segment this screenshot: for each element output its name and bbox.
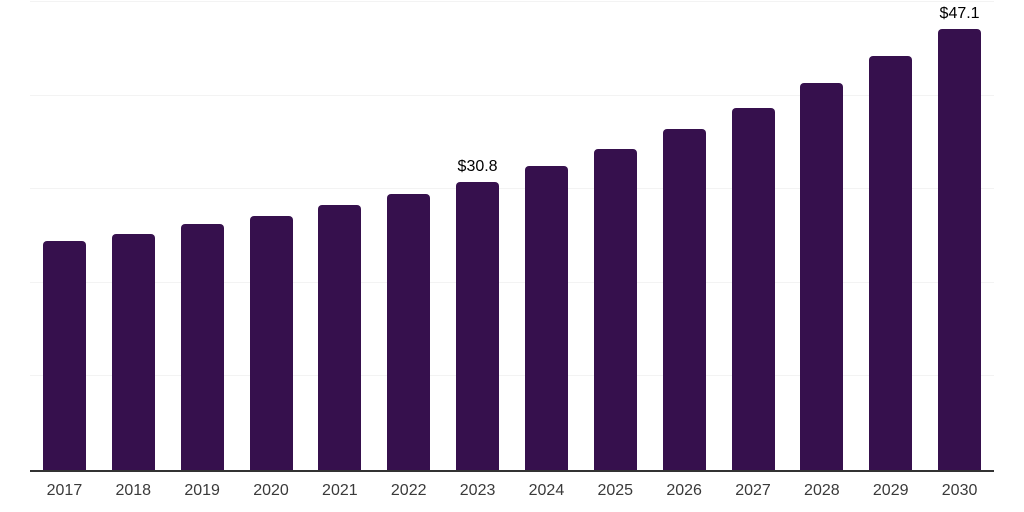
bar-2028: [800, 83, 844, 470]
x-tick-2027: 2027: [735, 482, 771, 499]
gridline-10: [30, 375, 994, 377]
data-label-2023: $30.8: [457, 157, 498, 175]
bar-2023: [456, 181, 500, 470]
bar-2020: [249, 216, 293, 470]
x-tick-2030: 2030: [941, 482, 978, 499]
bar-2025: [593, 148, 637, 470]
x-tick-2023: 2023: [459, 482, 496, 499]
x-tick-2024: 2024: [528, 482, 565, 499]
x-tick-2029: 2029: [872, 482, 909, 499]
bar-2021: [318, 205, 362, 470]
x-tick-2017: 2017: [46, 482, 83, 499]
x-tick-2028: 2028: [804, 482, 840, 499]
gridline-30: [30, 188, 994, 190]
bar-2030: [938, 29, 982, 470]
bar-2026: [662, 129, 706, 470]
bar-2018: [111, 234, 155, 470]
bar-2022: [387, 193, 431, 470]
x-tick-2018: 2018: [115, 482, 152, 499]
plot-area: $30.8 $47.1: [30, 1, 994, 472]
gridline-50: [30, 1, 994, 2]
x-tick-2020: 2020: [253, 482, 289, 499]
bar-2027: [731, 107, 775, 470]
bar-2024: [524, 165, 568, 470]
bar-2017: [42, 240, 86, 470]
data-label-2030: $47.1: [939, 5, 980, 23]
x-axis: 2017 2018 2019 2020 2021 2022 2023 2024 2025 2026…: [30, 481, 994, 505]
gridline-40: [30, 94, 994, 96]
x-tick-2019: 2019: [184, 482, 220, 499]
x-tick-2021: 2021: [322, 482, 358, 499]
gridline-20: [30, 281, 994, 283]
bar-2029: [869, 56, 913, 470]
bar-2019: [180, 223, 224, 470]
x-tick-2026: 2026: [666, 482, 702, 499]
x-tick-2025: 2025: [597, 482, 634, 499]
x-tick-2022: 2022: [390, 482, 427, 499]
